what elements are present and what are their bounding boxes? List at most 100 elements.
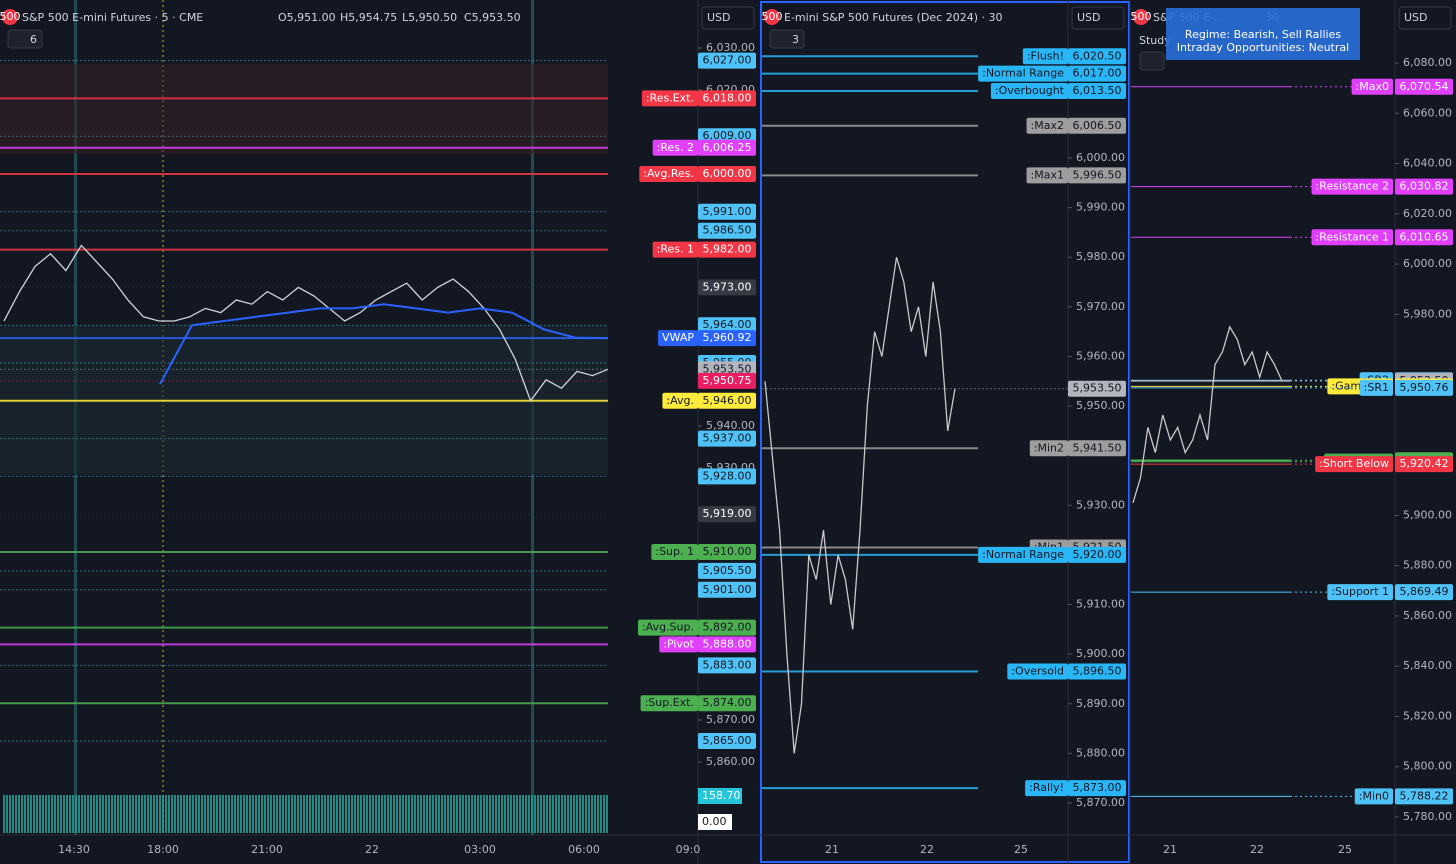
y-tick-label: 5,930.00 [1076,498,1125,511]
price-series [1132,325,1283,503]
price-box [698,636,756,653]
y-tick-label: 5,950.00 [1076,399,1125,412]
price-label: 5,910.00 [703,545,752,558]
x-tick-label: 09:0 [676,843,701,856]
price-label: 5,919.00 [703,507,752,520]
y-tick-label: 6,080.00 [1403,56,1452,69]
price-label: 6,010.65 [1400,230,1449,243]
level-tag-box [658,330,698,347]
y-tick-label: 6,040.00 [1403,157,1452,170]
ohlc-value: H5,954.75 [340,11,397,24]
price-box [1395,379,1453,396]
currency-select[interactable] [701,6,755,30]
level-tag-box [1315,456,1393,473]
currency-select[interactable] [1398,6,1452,30]
price-label: 5,920.00 [1073,548,1122,561]
price-box [698,279,756,296]
price-box [1068,546,1126,563]
price-label: 5,896.50 [1073,665,1122,678]
price-label: 6,006.25 [703,141,752,154]
price-box [1395,456,1453,473]
level-tag-box [1359,379,1393,396]
level-tag-box [1311,178,1393,195]
price-box [698,372,756,389]
y-tick-label: 5,990.00 [1076,201,1125,214]
price-label: 6,017.00 [1073,67,1122,80]
level-tag-box [652,139,698,156]
currency: USD [707,11,731,24]
study-label: Study [1139,34,1171,47]
level-tag: :SR1 [1364,381,1389,394]
level-tag-box [1007,663,1068,680]
price-label: 6,006.50 [1073,119,1122,132]
level-tag-box [640,695,698,712]
price-label: 5,991.00 [703,205,752,218]
level-tag: :Res.Ext. [646,91,694,104]
level-tag: :Res. 2 [657,141,694,154]
y-tick-label: 5,840.00 [1403,659,1452,672]
price-box [698,317,756,334]
level-tag-box [639,166,698,182]
y-tick-label: 5,860.00 [706,755,755,768]
indicator-toggle[interactable] [769,29,805,49]
x-tick-label: 21 [825,843,839,856]
x-tick-label: 21 [1163,843,1177,856]
price-label: 5,901.00 [703,583,752,596]
y-tick-label: 5,940.00 [706,419,755,432]
price-label: 6,020.50 [1073,49,1122,62]
price-box [698,695,756,712]
vwap-line [159,303,609,385]
price-box [698,657,756,674]
price-label: 5,946.00 [703,394,752,407]
ohlc-value: L5,950.50 [402,11,457,24]
level-tag: :Overbought [995,84,1065,97]
currency: USD [1077,11,1101,24]
level-tag: :Res. 1 [657,243,694,256]
price-label: 6,030.82 [1400,180,1449,193]
y-tick-label: 5,970.00 [1076,300,1125,313]
level-tag-box [662,392,698,409]
ohlc-value: C5,953.50 [464,11,521,24]
currency-select[interactable] [1071,6,1125,30]
x-tick-label: 21:00 [251,843,283,856]
price-box [1068,167,1126,184]
regime-line: Intraday Opportunities: Neutral [1177,41,1349,54]
price-label: 5,973.00 [703,280,752,293]
price-box [1395,584,1453,601]
indicator-count: 6 [30,33,37,46]
level-tag: :Max2 [1031,119,1064,132]
price-box [1068,663,1126,680]
indicator-toggle[interactable] [7,29,43,49]
level-tag-box [978,65,1068,82]
x-tick-label: 22 [1250,843,1264,856]
price-label: 5,982.00 [703,243,752,256]
level-tag: :Sup. 1 [655,545,694,558]
level-tag-box [1351,78,1393,95]
price-label: 5,873.00 [1073,781,1122,794]
collapse-button[interactable] [1139,51,1165,71]
price-label: 5,960.92 [703,331,752,344]
level-tag: :Resistance 1 [1316,230,1389,243]
volume-label: 158.70 [702,789,741,802]
symbol-badge-text: 500 [0,10,21,23]
level-tag: :Avg.Res. [643,167,694,180]
price-label: 5,986.50 [703,224,752,237]
level-tag-box [1311,229,1393,246]
y-tick-label: 5,820.00 [1403,709,1452,722]
x-tick-label: 22 [365,843,379,856]
active-panel-frame [760,1,1130,863]
y-tick-label: 5,980.00 [1403,307,1452,320]
level-tag: :Short Below [1319,457,1389,470]
price-box [698,166,756,182]
level-tag-box [641,90,698,107]
price-label: 6,009.00 [703,129,752,142]
y-tick-label: 5,980.00 [1076,250,1125,263]
level-tag: :Max1 [1031,168,1064,181]
level-tag-box [1327,584,1393,601]
price-label: 5,905.50 [703,564,752,577]
price-label: 5,950.75 [703,374,752,387]
price-label: 6,000.00 [703,167,752,180]
regime-line: Regime: Bearish, Sell Rallies [1185,28,1341,41]
price-label: 6,070.54 [1400,80,1449,93]
